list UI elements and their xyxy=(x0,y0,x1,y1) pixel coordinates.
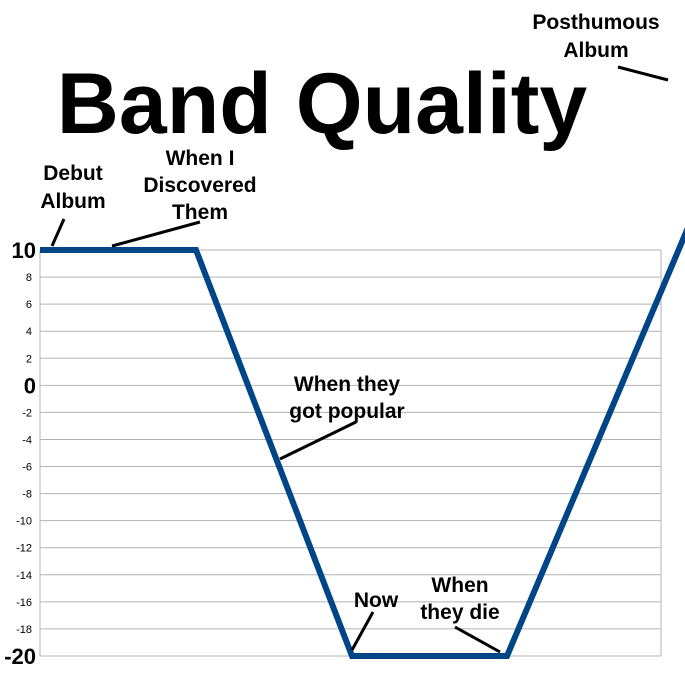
when-they-got-popular-leader xyxy=(279,420,357,461)
debut-album-annotation: Debut Album xyxy=(40,162,105,213)
when-they-got-popular-annotation: When they got popular xyxy=(289,373,404,423)
when-they-die-annotation-line: When xyxy=(431,574,488,597)
y-tick-label: -8 xyxy=(22,489,32,501)
series-line xyxy=(40,227,685,659)
y-tick-label: -16 xyxy=(16,597,32,609)
when-they-die-annotation-line: they die xyxy=(420,601,499,624)
grid xyxy=(39,249,662,657)
when-they-die-leader xyxy=(454,625,501,654)
when-i-discovered-them-annotation-line: Discovered xyxy=(143,174,256,197)
y-tick-label: -2 xyxy=(22,407,32,419)
debut-album-leader xyxy=(50,218,66,247)
posthumous-album-annotation-line: Album xyxy=(563,39,628,62)
debut-album-annotation-line: Album xyxy=(40,190,105,213)
chart-title: Band Quality xyxy=(57,56,588,152)
y-tick-label: 6 xyxy=(26,299,32,311)
when-i-discovered-them-annotation: When I Discovered Them xyxy=(143,147,256,224)
now-leader xyxy=(350,611,375,651)
when-i-discovered-them-annotation-line: When I xyxy=(166,147,235,170)
posthumous-album-annotation: Posthumous Album xyxy=(532,11,659,62)
y-tick-label: -10 xyxy=(16,516,32,528)
y-tick-label: -18 xyxy=(16,624,32,636)
y-tick-label: -6 xyxy=(22,462,32,474)
y-tick-label: -14 xyxy=(16,570,32,582)
posthumous-album-leader xyxy=(617,65,669,82)
y-tick-label: -20 xyxy=(4,644,36,669)
y-tick-label: 8 xyxy=(26,272,32,284)
series-layer xyxy=(40,227,685,659)
y-tick-label: 4 xyxy=(26,326,32,338)
debut-album-annotation-line: Debut xyxy=(43,162,103,185)
now-annotation-line: Now xyxy=(354,589,399,612)
y-tick-label: -4 xyxy=(22,434,32,446)
when-they-got-popular-annotation-line: got popular xyxy=(289,400,404,423)
y-tick-label: 10 xyxy=(12,238,36,263)
when-i-discovered-them-leader xyxy=(111,220,201,248)
y-tick-label: -12 xyxy=(16,543,32,555)
when-i-discovered-them-annotation-line: Them xyxy=(172,201,228,224)
y-axis-ticks: 10 8 6 4 2 0 -2 -4 -6 -8 -10 -12 -14 -16 -18 -20 xyxy=(4,238,36,669)
annotations: Debut Album When I Discovered Them When they g… xyxy=(40,11,659,624)
posthumous-album-annotation-line: Posthumous xyxy=(532,11,659,34)
y-tick-label: 0 xyxy=(24,373,36,398)
y-tick-label: 2 xyxy=(26,353,32,365)
when-they-got-popular-annotation-line: When they xyxy=(294,373,400,396)
now-annotation: Now xyxy=(354,589,399,612)
annotation-leaders xyxy=(50,65,669,654)
when-they-die-annotation: When they die xyxy=(420,574,499,624)
